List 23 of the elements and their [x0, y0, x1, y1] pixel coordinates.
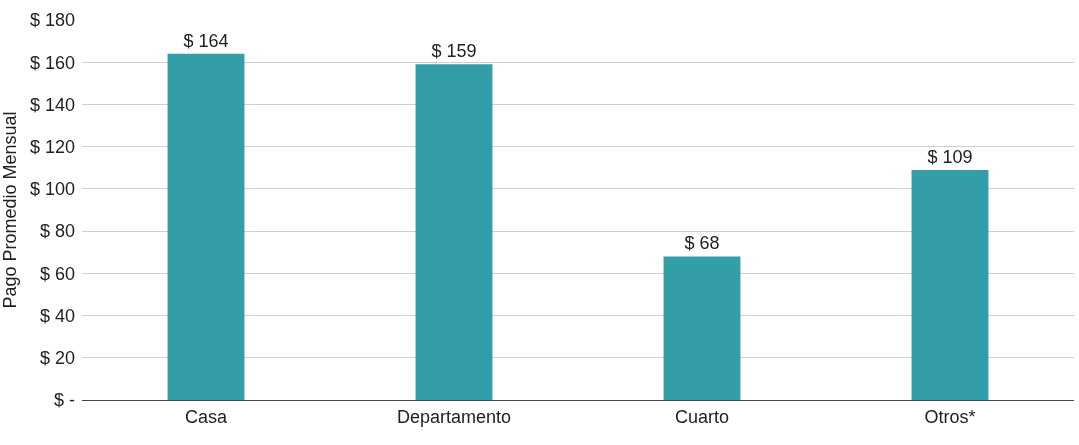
y-tick-label: $ 160: [29, 52, 75, 73]
y-tick-label: $ -: [53, 390, 75, 411]
x-tick-label: Departamento: [396, 406, 512, 427]
y-tick-label: $ 100: [29, 179, 75, 200]
bar: [911, 169, 989, 400]
x-tick-label: Casa: [184, 406, 228, 427]
data-label: $ 109: [927, 146, 973, 167]
data-label: $ 164: [183, 30, 229, 51]
bar: [167, 53, 245, 400]
bar: [663, 256, 741, 400]
y-tick-label: $ 180: [29, 10, 75, 31]
x-tick-label: Otros*: [924, 406, 976, 427]
y-tick-label: $ 120: [29, 136, 75, 157]
bar: [415, 64, 493, 400]
y-tick-label: $ 140: [29, 94, 75, 115]
x-tick-label: Cuarto: [674, 406, 730, 427]
y-tick-label: $ 40: [39, 305, 75, 326]
y-tick-label: $ 20: [39, 348, 75, 369]
data-label: $ 68: [684, 233, 720, 254]
y-tick-label: $ 60: [39, 263, 75, 284]
y-tick-label: $ 80: [39, 221, 75, 242]
y-axis-title: Pago Promedio Mensual: [0, 111, 20, 309]
data-label: $ 159: [431, 41, 477, 62]
